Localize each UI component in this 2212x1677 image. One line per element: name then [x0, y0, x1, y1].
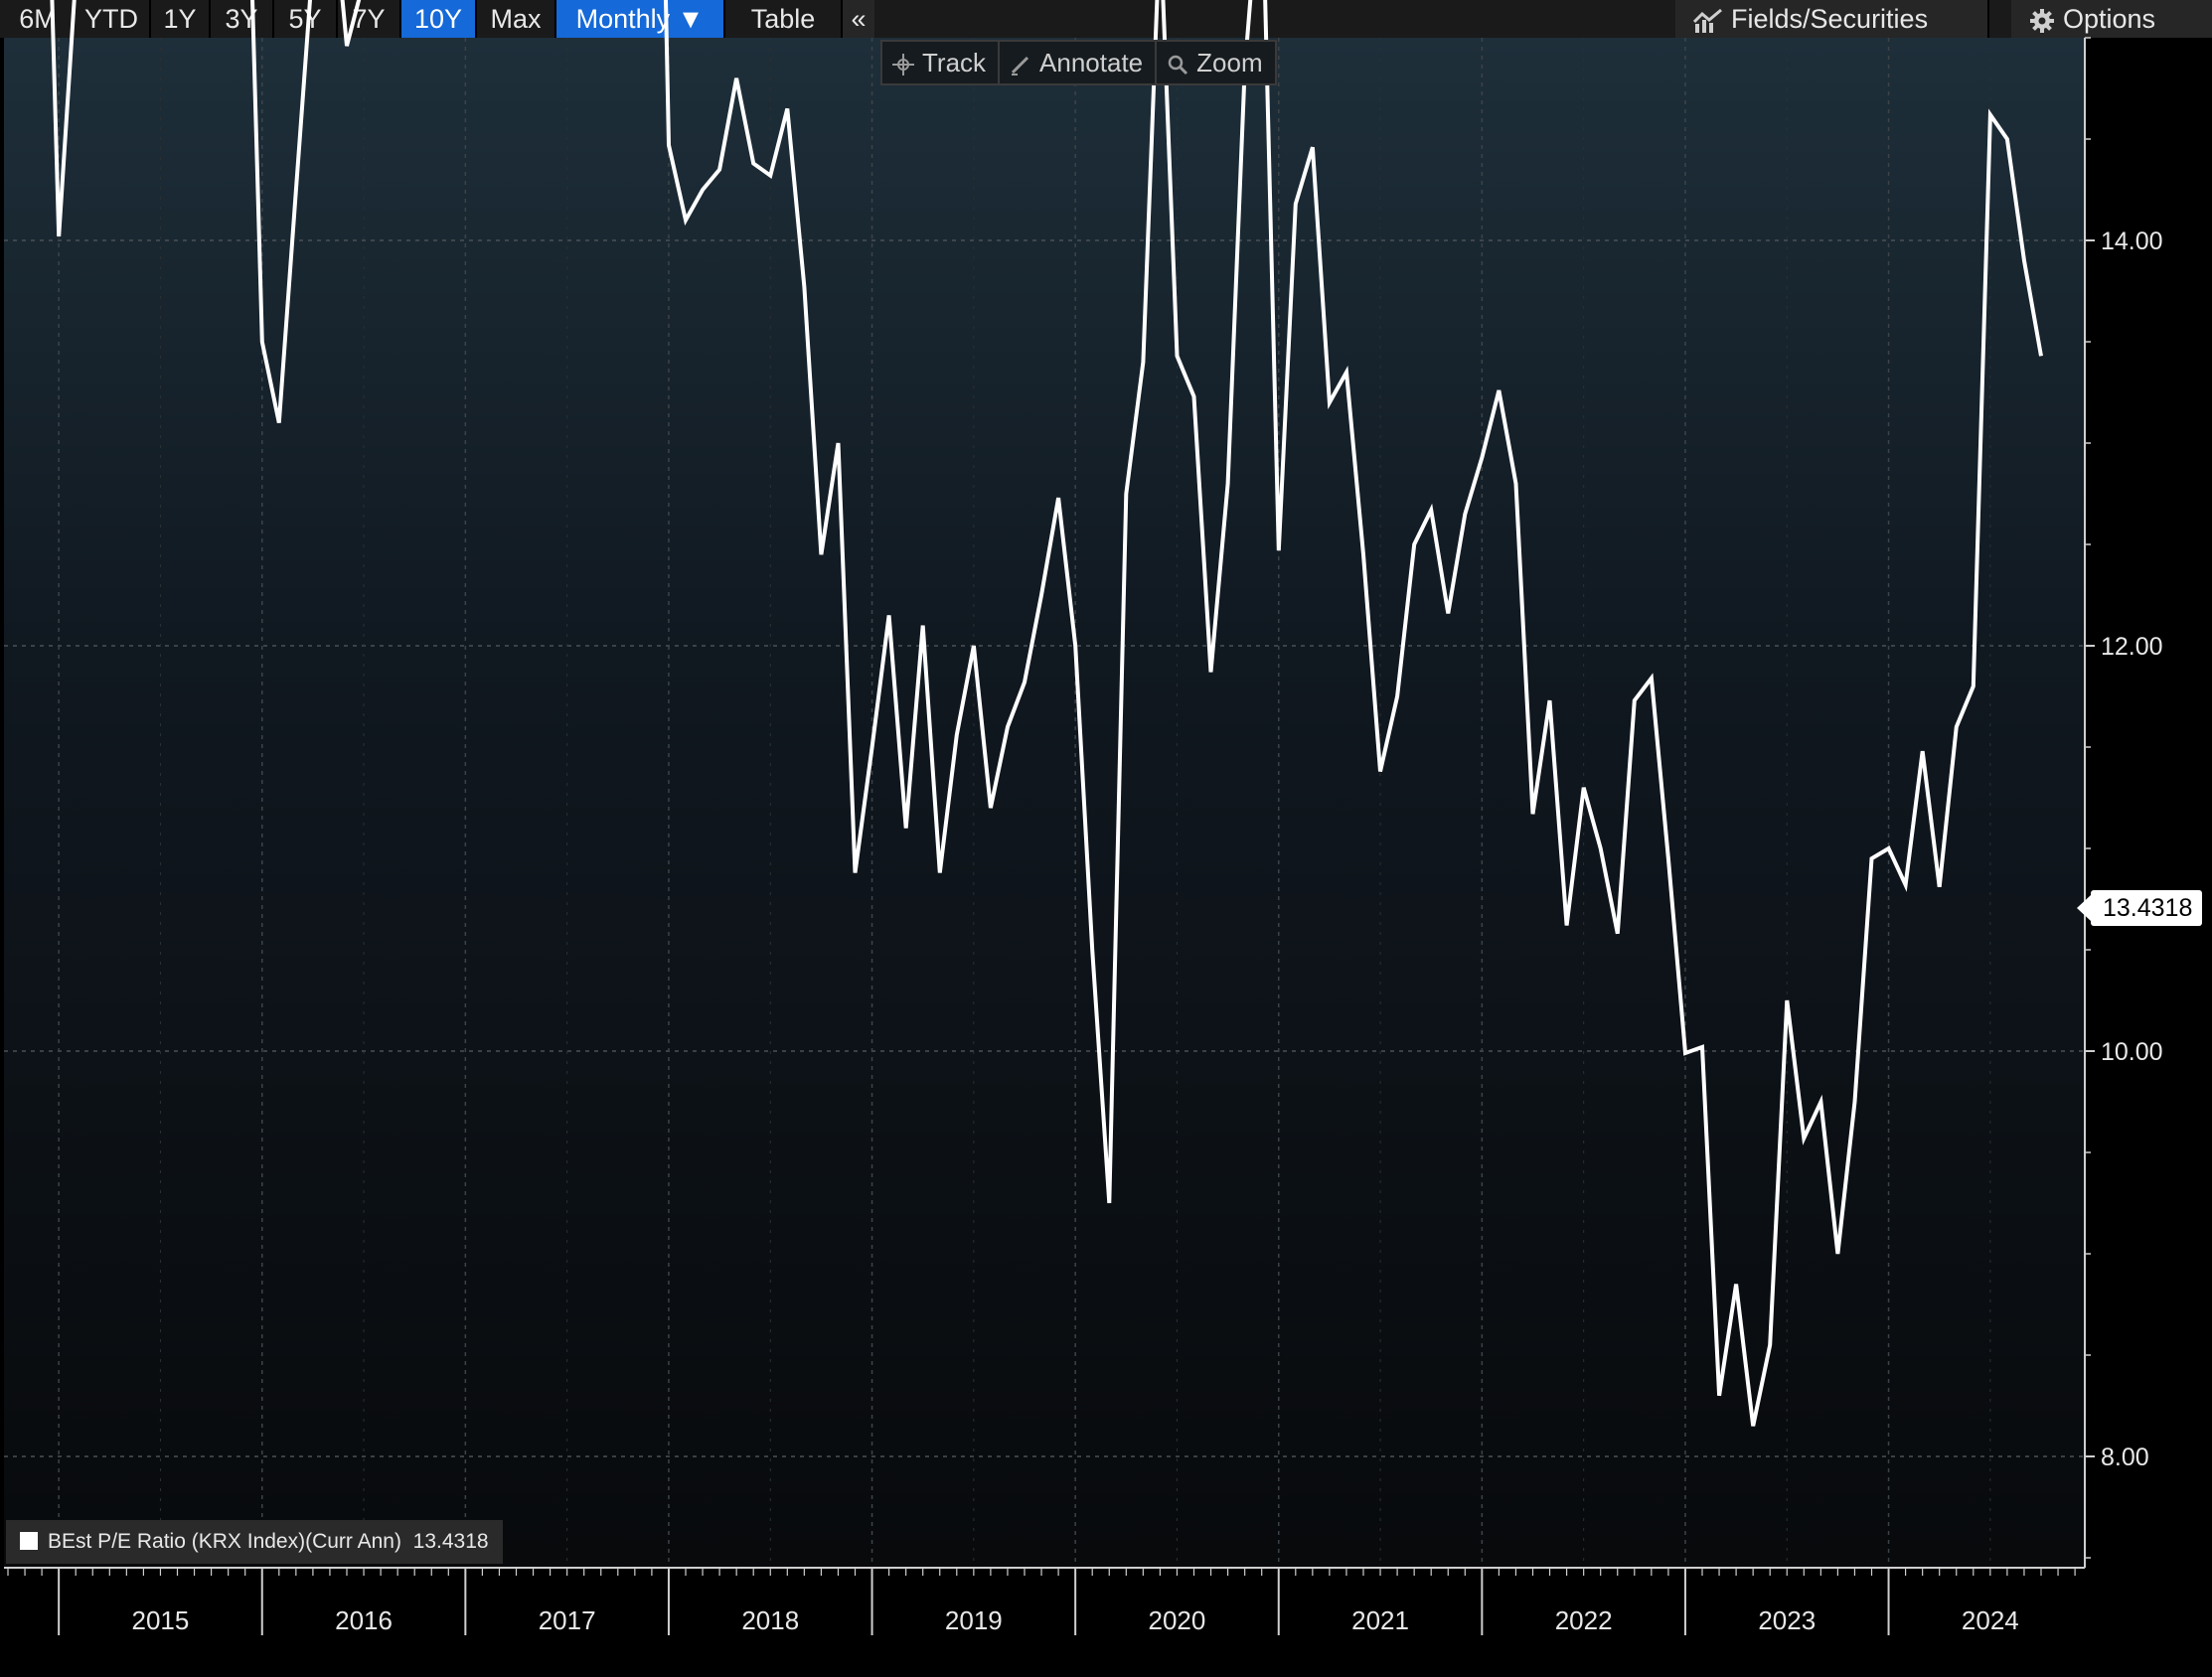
y-tick-label: 8.00	[2101, 1444, 2149, 1471]
line-chart-icon	[1692, 8, 1722, 33]
range-5y-button[interactable]: 5Y	[288, 4, 322, 34]
x-tick-label: 2019	[945, 1605, 1003, 1635]
range-10y-button[interactable]: 10Y	[401, 0, 475, 38]
toolbar-divider	[723, 0, 725, 38]
x-axis-band	[0, 1568, 2212, 1677]
x-tick-label: 2015	[132, 1605, 190, 1635]
frequency-dropdown[interactable]: Monthly ▼	[556, 0, 723, 38]
x-tick-label: 2024	[1962, 1605, 2019, 1635]
y-tick-label: 14.00	[2101, 228, 2163, 255]
toolbar-divider	[209, 0, 211, 38]
options-button[interactable]: Options	[2011, 0, 2212, 38]
x-tick-label: 2023	[1758, 1605, 1816, 1635]
annotate-button[interactable]: Annotate	[1000, 42, 1158, 83]
options-label: Options	[2063, 4, 2156, 34]
crosshair-icon	[892, 54, 914, 76]
x-tick-label: 2022	[1555, 1605, 1613, 1635]
collapse-toolbar-button[interactable]: «	[843, 0, 874, 38]
pe-ratio-series-line	[50, 0, 2043, 1427]
range-1y-button[interactable]: 1Y	[163, 4, 197, 34]
range-max-button[interactable]: Max	[490, 4, 542, 34]
chart-toolbar: 6M YTD 1Y 3Y 5Y 7Y 10Y Max Monthly ▼ Tab…	[0, 0, 2212, 38]
toolbar-divider	[399, 0, 401, 38]
track-label: Track	[922, 48, 987, 77]
fields-securities-button[interactable]: Fields/Securities	[1675, 0, 1987, 38]
legend[interactable]: BEst P/E Ratio (KRX Index)(Curr Ann) 13.…	[6, 1520, 503, 1564]
toolbar-divider	[336, 0, 338, 38]
chart-tools-bar: Track Annotate Zoom	[880, 40, 1277, 85]
annotate-label: Annotate	[1039, 48, 1144, 77]
zoom-label: Zoom	[1196, 48, 1263, 77]
toolbar-divider	[841, 0, 843, 38]
gear-icon	[2030, 8, 2054, 33]
gridlines	[4, 38, 2085, 1568]
legend-series-label: BEst P/E Ratio (KRX Index)(Curr Ann)	[48, 1530, 401, 1553]
fields-securities-label: Fields/Securities	[1731, 4, 1929, 34]
legend-series-value: 13.4318	[412, 1530, 489, 1553]
legend-swatch	[20, 1532, 38, 1550]
x-tick-label: 2017	[539, 1605, 596, 1635]
x-tick-label: 2020	[1149, 1605, 1206, 1635]
range-ytd-button[interactable]: YTD	[84, 4, 138, 34]
x-tick-label: 2021	[1351, 1605, 1409, 1635]
table-button[interactable]: Table	[750, 4, 816, 34]
toolbar-divider	[554, 0, 556, 38]
series-layer	[50, 0, 2043, 1427]
toolbar-divider	[475, 0, 477, 38]
x-tick-label: 2018	[741, 1605, 799, 1635]
toolbar-divider	[272, 0, 274, 38]
pencil-icon	[1011, 57, 1029, 76]
x-tick-label: 2016	[335, 1605, 393, 1635]
track-button[interactable]: Track	[882, 42, 1001, 83]
range-6m-button[interactable]: 6M	[19, 4, 57, 34]
toolbar-divider	[1987, 0, 1989, 38]
zoom-button[interactable]: Zoom	[1157, 42, 1274, 83]
magnifier-icon	[1168, 55, 1188, 76]
last-value-tag: 13.4318	[2076, 890, 2203, 926]
y-tick-label: 12.00	[2101, 633, 2163, 661]
toolbar-divider	[149, 0, 151, 38]
y-tick-label: 10.00	[2101, 1038, 2163, 1066]
